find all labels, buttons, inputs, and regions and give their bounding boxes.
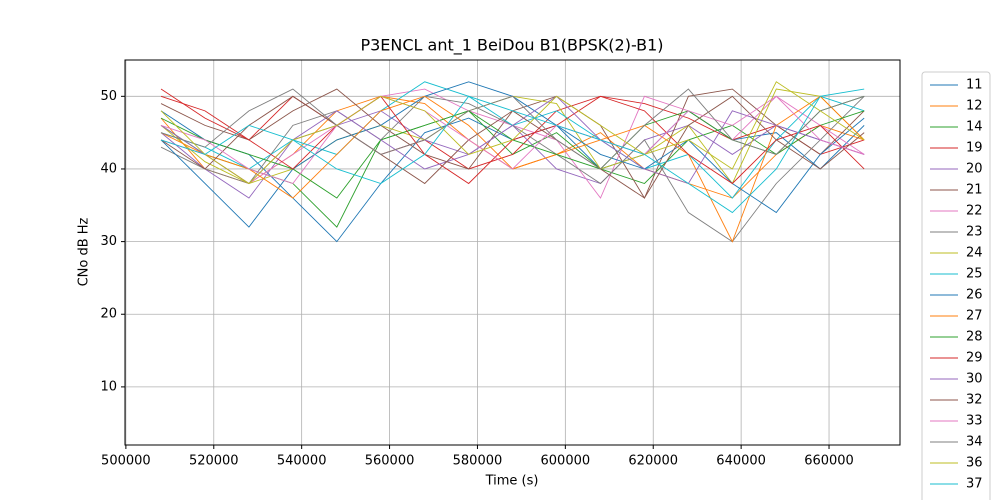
- y-tick-label: 30: [100, 234, 117, 249]
- legend-label: 34: [966, 435, 983, 450]
- y-tick-label: 20: [100, 307, 117, 322]
- legend-label: 29: [966, 351, 983, 366]
- x-tick-label: 600000: [541, 454, 591, 469]
- plot-area: [160, 81, 865, 243]
- legend-label: 25: [966, 267, 983, 282]
- x-tick-label: 520000: [189, 454, 239, 469]
- legend-label: 22: [966, 204, 983, 219]
- series-line: [160, 88, 865, 199]
- grid: [121, 60, 900, 449]
- chart-title: P3ENCL ant_1 BeiDou B1(BPSK(2)-B1): [360, 36, 663, 56]
- legend-label: 11: [966, 78, 983, 93]
- x-tick-label: 560000: [365, 454, 415, 469]
- x-axis-label: Time (s): [485, 474, 539, 489]
- legend-label: 20: [966, 162, 983, 177]
- series-line: [160, 81, 865, 185]
- legend-label: 23: [966, 225, 983, 240]
- x-tick-label: 500000: [101, 454, 151, 469]
- legend-box: [921, 71, 991, 500]
- x-tick-label: 640000: [716, 454, 766, 469]
- legend: 11 12 14 19 20 21 22 23 24 25 26 27 28 29 30 32 33 34 36 37: [930, 78, 983, 492]
- legend-label: 32: [966, 393, 983, 408]
- series-line: [160, 88, 865, 170]
- series-line: [160, 110, 865, 243]
- legend-label: 26: [966, 288, 983, 303]
- y-tick-label: 40: [100, 161, 117, 176]
- series-line: [160, 88, 865, 214]
- legend-label: 33: [966, 414, 983, 429]
- plot-frame: [124, 59, 901, 446]
- x-tick-label: 580000: [453, 454, 503, 469]
- series-line: [160, 88, 865, 199]
- series-line: [160, 95, 865, 185]
- legend-label: 12: [966, 99, 983, 114]
- series-line: [160, 88, 865, 170]
- y-tick-label: 50: [100, 89, 117, 104]
- y-axis-label: CNo dB Hz: [77, 217, 92, 286]
- y-tick-label: 10: [100, 379, 117, 394]
- legend-label: 19: [966, 141, 983, 156]
- x-tick-label: 660000: [804, 454, 854, 469]
- legend-label: 24: [966, 246, 983, 261]
- x-tick-label: 540000: [277, 454, 327, 469]
- legend-label: 14: [966, 120, 983, 135]
- legend-label: 27: [966, 309, 983, 324]
- legend-label: 36: [966, 456, 983, 471]
- legend-label: 37: [966, 477, 983, 492]
- x-tick-label: 620000: [628, 454, 678, 469]
- legend-label: 30: [966, 372, 983, 387]
- legend-label: 28: [966, 330, 983, 345]
- legend-label: 21: [966, 183, 983, 198]
